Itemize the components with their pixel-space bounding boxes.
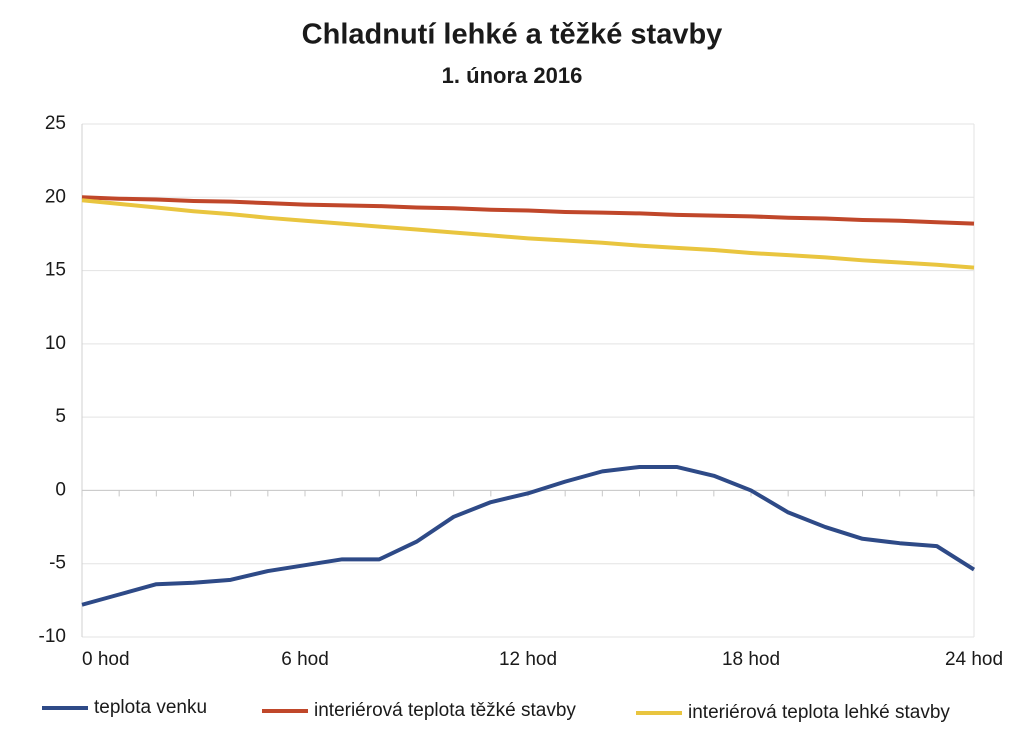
x-tick-label: 18 hod <box>722 649 780 670</box>
y-tick-label: 5 <box>55 406 66 427</box>
y-tick-label: 25 <box>45 113 66 134</box>
x-tick-label: 6 hod <box>281 649 329 670</box>
series-line <box>81 198 975 270</box>
legend-label: interiérová teplota lehké stavby <box>688 702 950 723</box>
legend-label: teplota venku <box>94 697 207 718</box>
y-tick-label: -10 <box>39 626 66 647</box>
series-line <box>81 195 975 226</box>
x-tick-label: 12 hod <box>499 649 557 670</box>
legend-label: interiérová teplota těžké stavby <box>314 700 576 721</box>
series-line <box>81 464 976 607</box>
chart-title: Chladnutí lehké a těžké stavby <box>302 19 723 51</box>
chart-subtitle: 1. února 2016 <box>442 63 583 88</box>
x-tick-label: 0 hod <box>82 649 130 670</box>
y-tick-label: -5 <box>49 553 66 574</box>
x-tick-label: 24 hod <box>945 649 1003 670</box>
y-tick-label: 10 <box>45 333 66 354</box>
y-tick-label: 0 <box>55 479 66 500</box>
y-tick-label: 15 <box>45 260 66 281</box>
y-tick-label: 20 <box>45 186 66 207</box>
